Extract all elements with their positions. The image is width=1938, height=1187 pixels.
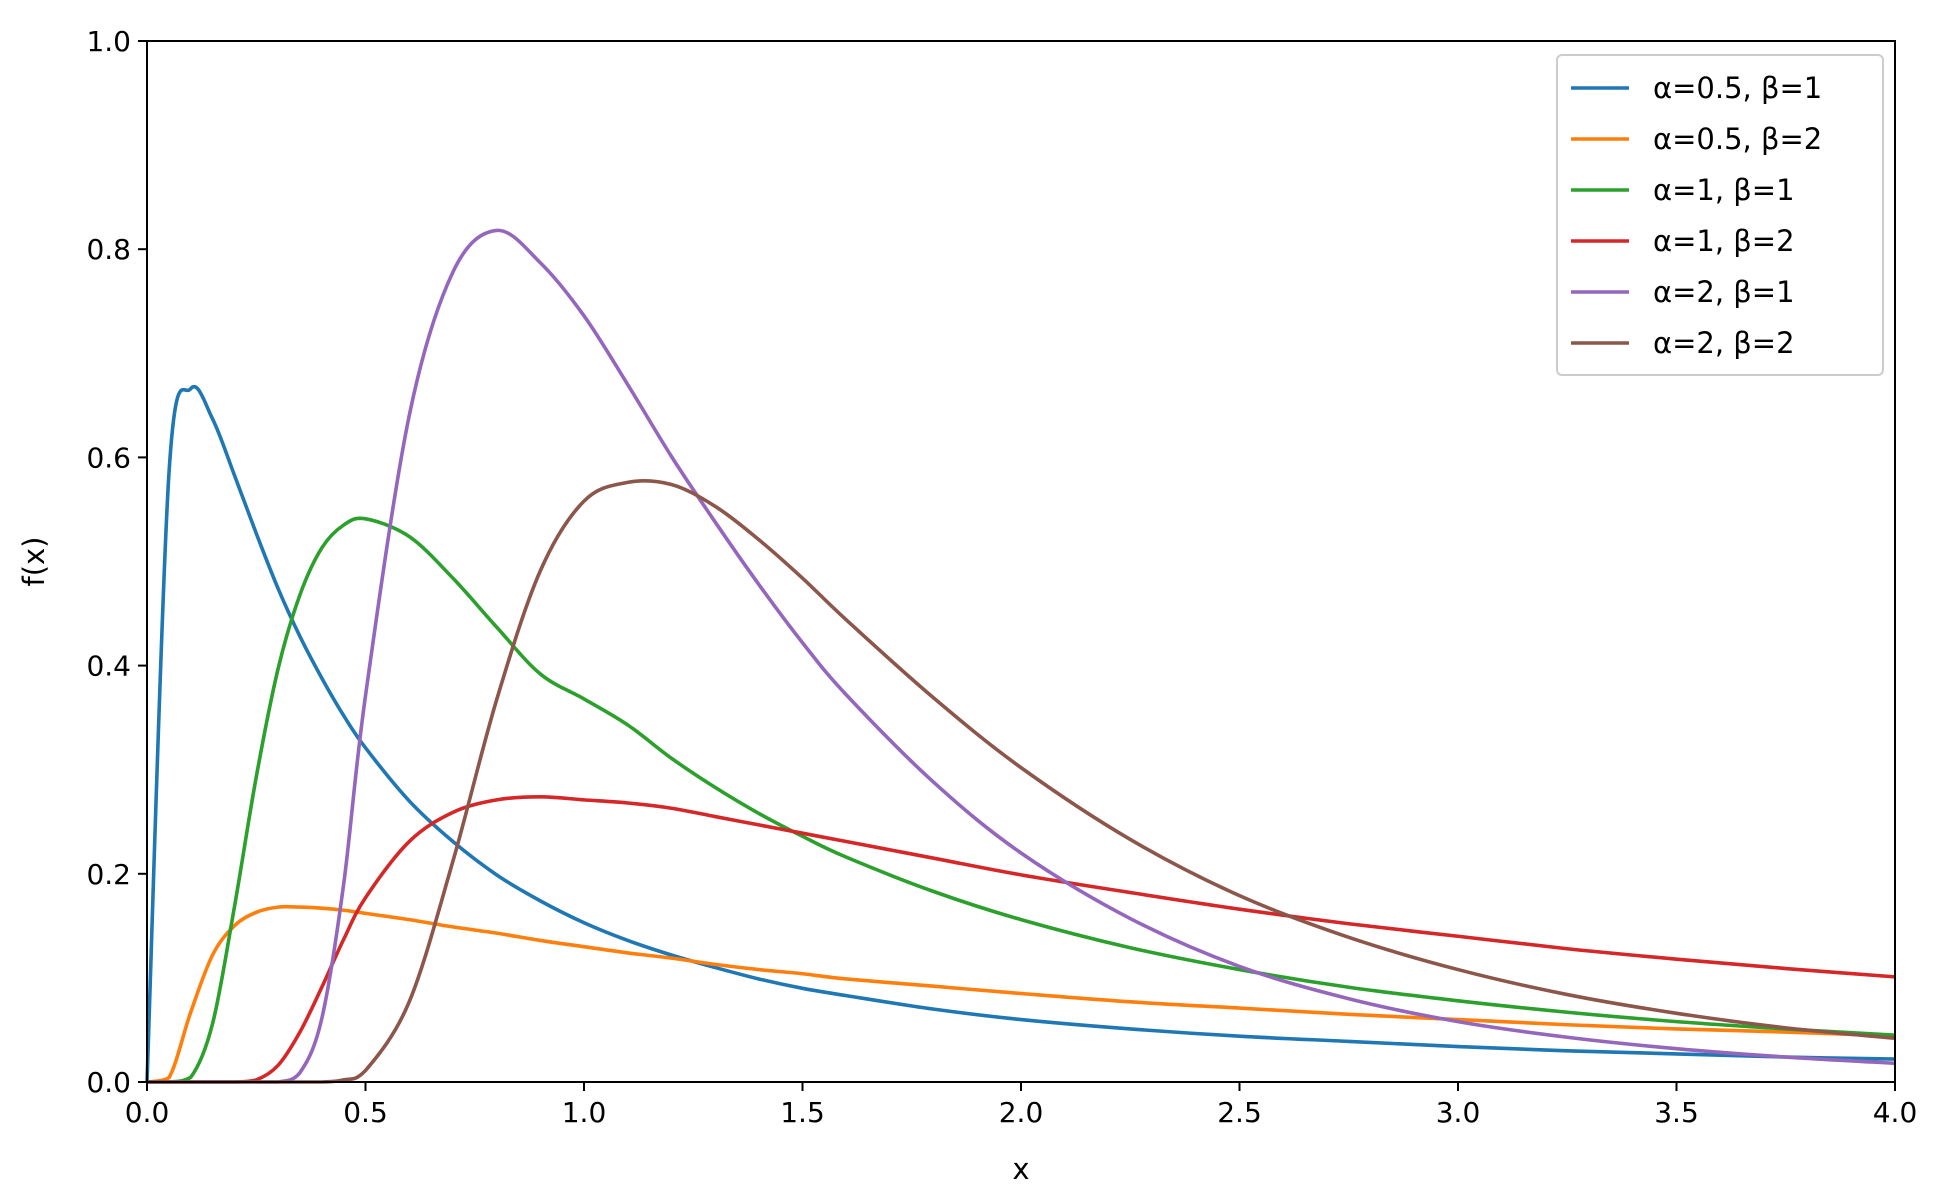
- series-layer: [145, 228, 1896, 1084]
- legend-label: α=2, β=2: [1653, 326, 1795, 360]
- x-tick-labels: 0.0 0.5 1.0 1.5 2.0 2.5 3.0 3.5 4.0: [125, 1096, 1918, 1129]
- y-tick-label: 0.6: [86, 441, 131, 474]
- y-tick-label: 1.0: [86, 25, 131, 58]
- x-tick-label: 2.0: [999, 1096, 1044, 1129]
- series-line-2: [146, 904, 1896, 1084]
- x-tick-label: 3.5: [1654, 1096, 1699, 1129]
- legend-label: α=1, β=2: [1653, 224, 1795, 258]
- x-tick-label: 2.5: [1217, 1096, 1262, 1129]
- x-tick-label: 1.0: [562, 1096, 607, 1129]
- x-tick-label: 1.5: [780, 1096, 825, 1129]
- legend-box: [1556, 54, 1884, 376]
- legend: α=0.5, β=1 α=0.5, β=2 α=1, β=1 α=1, β=2 α=2,…: [1556, 54, 1884, 376]
- y-tick-label: 0.2: [86, 858, 131, 891]
- legend-label: α=0.5, β=2: [1653, 122, 1822, 156]
- y-tick-label: 0.0: [86, 1066, 131, 1099]
- x-tick-label: 3.0: [1436, 1096, 1481, 1129]
- x-tick-label: 0.0: [125, 1096, 170, 1129]
- legend-label: α=1, β=1: [1653, 173, 1795, 207]
- x-axis-title: x: [1012, 1152, 1029, 1186]
- legend-label: α=0.5, β=1: [1653, 71, 1822, 105]
- series-line-1: [145, 384, 1896, 1083]
- y-tick-label: 0.8: [86, 233, 131, 266]
- y-axis-title: f(x): [17, 537, 51, 587]
- y-tick-label: 0.4: [86, 650, 131, 683]
- x-tick-label: 0.5: [343, 1096, 388, 1129]
- y-tick-labels: 0.0 0.2 0.4 0.6 0.8 1.0: [86, 25, 131, 1099]
- x-tick-label: 4.0: [1873, 1096, 1918, 1129]
- tick-marks: [138, 40, 1896, 1091]
- series-line-4: [146, 794, 1896, 1084]
- series-line-3: [146, 516, 1896, 1084]
- legend-label: α=2, β=1: [1653, 275, 1795, 309]
